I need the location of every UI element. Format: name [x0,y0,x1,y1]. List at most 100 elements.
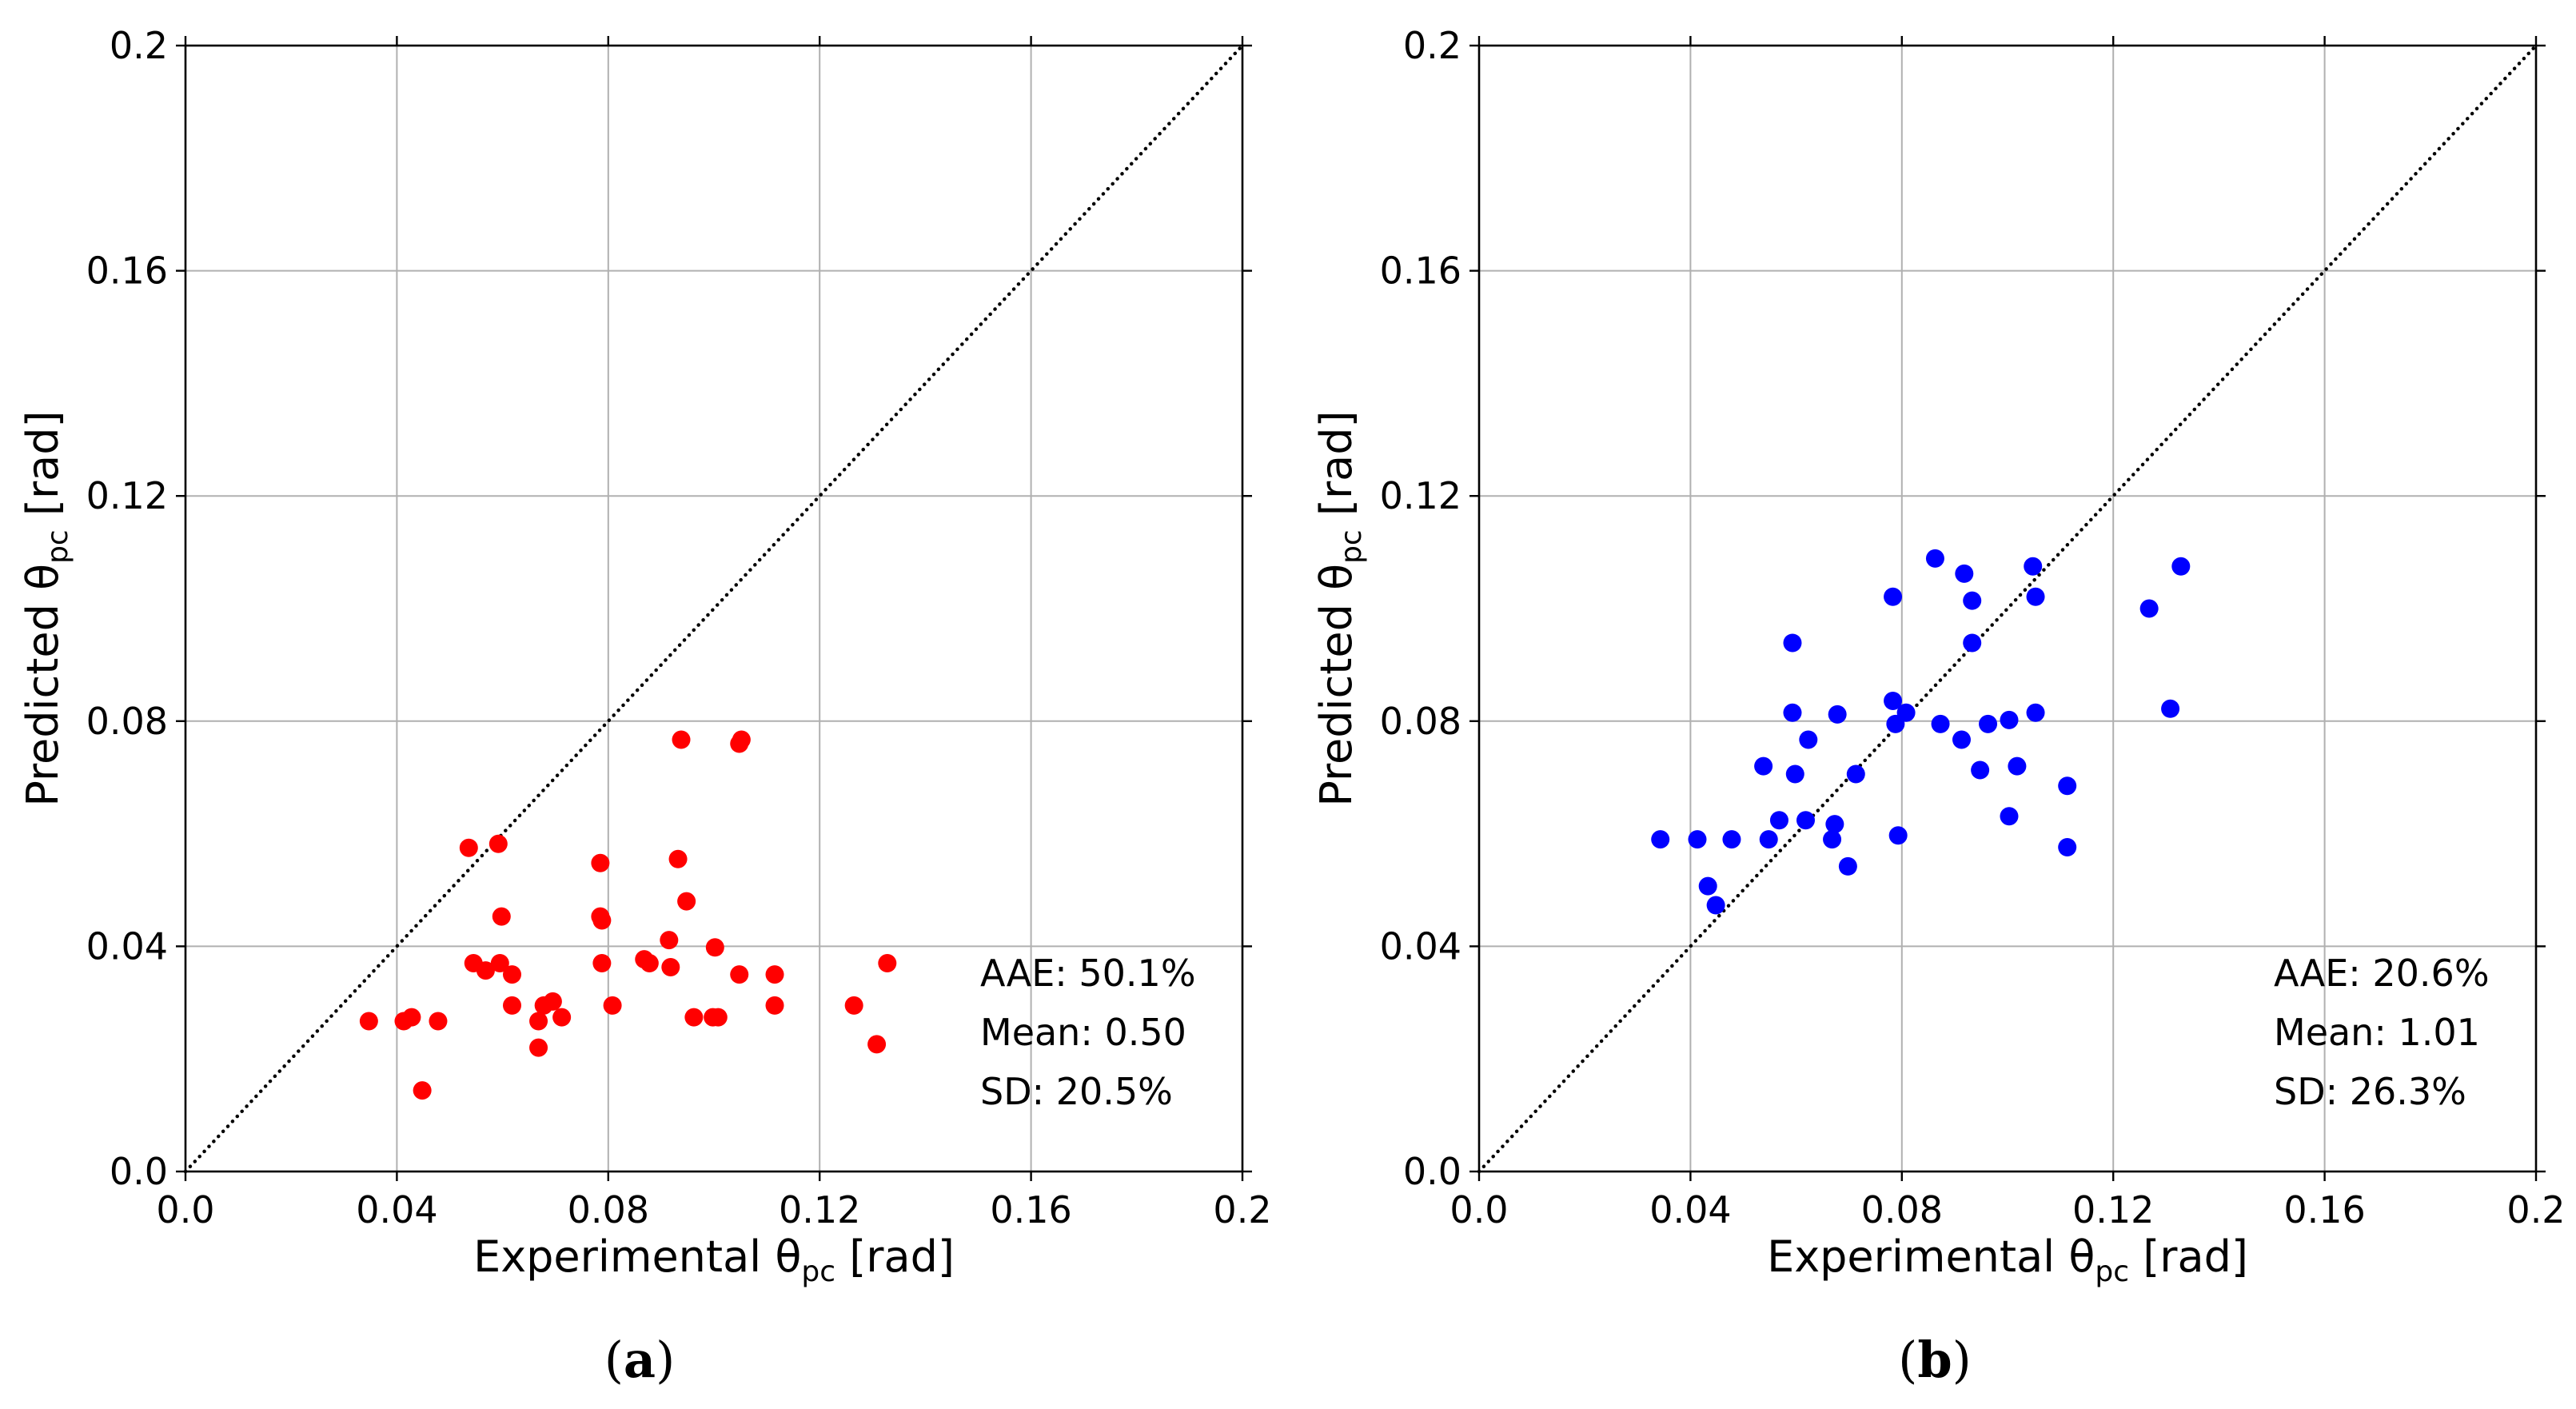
x-tick-label: 0.04 [356,1188,437,1231]
y-axis-label-sub: pc [1335,529,1368,564]
x-axis-label-unit: [rad] [835,1231,955,1282]
y-tick-label: 0.16 [1380,249,1461,293]
data-point [1896,703,1916,722]
scatter-panel-a: 0.0 0.04 0.08 0.12 0.16 0.2 0.00.040.080.120.… [18,24,1272,1389]
data-point [592,911,612,930]
y-tick-label: 0.04 [1380,924,1461,968]
y-axis-label: Predicted θpc [rad] [18,410,74,806]
data-point [708,1008,728,1027]
data-point [2171,557,2191,576]
x-axis-label-main: Experimental θ [473,1231,801,1282]
data-point [502,965,521,984]
data-point [1706,896,1725,915]
reference-line-group [1477,43,2538,1174]
data-point [660,931,679,950]
ticks [176,36,1252,1181]
data-point [1884,691,1903,710]
data-point [1651,830,1670,849]
y-tick-labels: 0.0 0.04 0.08 0.12 0.16 0.2 [86,24,168,1193]
data-point [1925,549,1944,568]
stat-aae: AAE: 20.6% [2274,952,2490,995]
y-axis-label-unit: [rad] [18,410,68,529]
stat-sd: SD: 20.5% [980,1070,1173,1113]
data-point [730,965,749,984]
reference-line [1477,43,2538,1174]
y-tick-label: 0.2 [110,24,168,67]
data-point [2058,837,2077,856]
data-point [490,954,509,973]
y-tick-label: 0.16 [86,249,168,293]
data-point [543,992,562,1011]
data-point [1955,564,1974,583]
y-tick-label: 0.0 [110,1150,168,1193]
data-point [429,1012,448,1031]
data-point [878,954,897,973]
data-point [844,996,863,1015]
data-point [529,1012,548,1031]
data-points [1651,549,2191,915]
data-points [359,730,897,1100]
data-point [1825,815,1844,834]
data-point [1838,856,1857,876]
y-tick-label: 0.08 [1380,700,1461,743]
data-point [1963,633,1982,653]
data-point [1785,764,1804,784]
x-tick-label: 0.12 [779,1188,860,1231]
y-tick-label: 0.12 [86,474,168,517]
data-point [2000,807,2019,826]
x-tick-label: 0.0 [1449,1188,1508,1231]
data-point [502,996,521,1015]
data-point [2008,756,2027,776]
data-point [552,1008,572,1027]
data-point [2024,557,2043,576]
data-point [1799,730,1818,749]
data-point [1783,633,1802,653]
y-tick-label: 0.08 [86,700,168,743]
data-point [359,1012,378,1031]
data-point [684,1008,704,1027]
data-point [492,907,511,926]
x-tick-labels: 0.0 0.04 0.08 0.12 0.16 0.2 [156,1188,1271,1231]
data-point [591,853,610,872]
data-point [1828,704,1847,724]
x-tick-labels: 0.0 0.04 0.08 0.12 0.16 0.2 [1449,1188,2565,1231]
data-point [2139,599,2159,618]
x-axis-label-main: Experimental θ [1767,1231,2095,1282]
data-point [1823,830,1842,849]
x-tick-label: 0.16 [2283,1188,2365,1231]
data-point [1979,714,1998,733]
data-point [1722,830,1741,849]
x-axis-label-sub: pc [801,1255,835,1288]
data-point [1783,703,1802,722]
data-point [668,849,688,868]
y-axis-label-main: Predicted θ [1311,564,1362,807]
data-point [732,730,751,749]
data-point [459,838,478,857]
stat-mean: Mean: 1.01 [2274,1011,2480,1054]
x-axis-label-unit: [rad] [2129,1231,2248,1282]
data-point [705,938,724,957]
y-tick-label: 0.12 [1380,474,1461,517]
x-axis-label: Experimental θpc [rad] [1767,1231,2248,1288]
data-point [1884,587,1903,606]
plot-frame [184,44,1244,1173]
data-point [1963,591,1982,610]
ticks [1469,36,2546,1181]
data-point [402,1008,421,1027]
data-point [529,1038,548,1057]
stat-aae: AAE: 50.1% [980,952,1196,995]
reference-line [183,43,1245,1174]
y-axis-label-sub: pc [42,529,74,564]
stat-mean: Mean: 0.50 [980,1011,1186,1054]
scatter-panel-b: 0.0 0.04 0.08 0.12 0.16 0.2 0.00.040.080.120.… [1311,24,2566,1389]
data-point [2026,703,2045,722]
plot-frame [1477,44,2538,1173]
y-axis-label: Predicted θpc [rad] [1311,410,1368,806]
x-tick-label: 0.0 [156,1188,214,1231]
y-axis-label-unit: [rad] [1311,410,1362,529]
x-tick-label: 0.04 [1649,1188,1731,1231]
x-tick-label: 0.16 [990,1188,1071,1231]
data-point [1952,730,1971,749]
data-point [1971,760,1990,780]
